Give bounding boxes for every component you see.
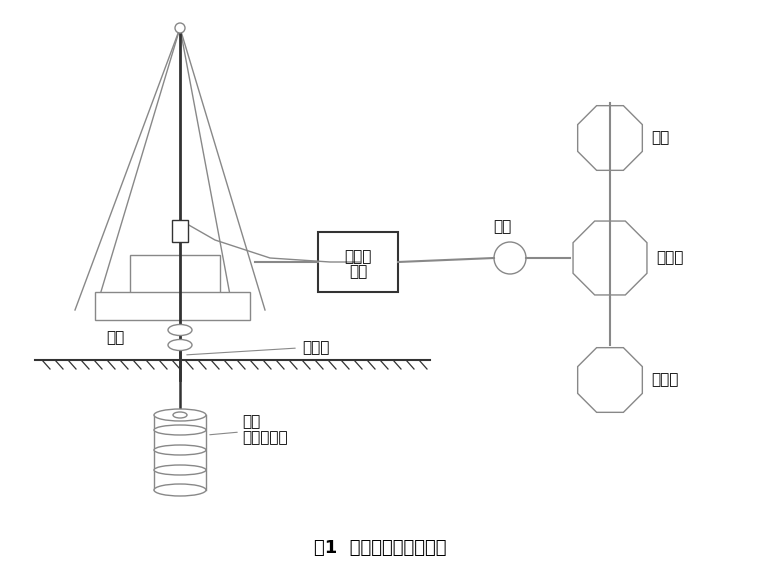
Ellipse shape (173, 412, 187, 418)
Text: 图1  单管旋喷注浆示意图: 图1 单管旋喷注浆示意图 (314, 539, 446, 557)
Circle shape (494, 242, 526, 274)
Text: 注浆管: 注浆管 (302, 340, 329, 356)
Ellipse shape (168, 324, 192, 336)
Circle shape (175, 23, 185, 33)
Polygon shape (578, 348, 642, 412)
Text: 搅拌机: 搅拌机 (656, 250, 683, 266)
Text: 钻机: 钻机 (106, 331, 124, 345)
Ellipse shape (154, 425, 206, 435)
Ellipse shape (168, 340, 192, 351)
Text: 旋喷固结体: 旋喷固结体 (242, 430, 287, 446)
Text: 浆泵: 浆泵 (349, 264, 367, 279)
Ellipse shape (154, 484, 206, 496)
Ellipse shape (154, 409, 206, 421)
FancyBboxPatch shape (318, 232, 398, 292)
Polygon shape (573, 221, 647, 295)
Text: 浆桶: 浆桶 (493, 219, 511, 234)
Polygon shape (578, 105, 642, 170)
Text: 水箱: 水箱 (651, 131, 670, 145)
Text: 高压泥: 高压泥 (344, 250, 372, 264)
FancyBboxPatch shape (172, 220, 188, 242)
Text: 水泥仓: 水泥仓 (651, 373, 679, 388)
FancyBboxPatch shape (130, 255, 220, 295)
Text: 喷头: 喷头 (242, 414, 260, 430)
Ellipse shape (154, 445, 206, 455)
FancyBboxPatch shape (95, 292, 250, 320)
Ellipse shape (154, 465, 206, 475)
